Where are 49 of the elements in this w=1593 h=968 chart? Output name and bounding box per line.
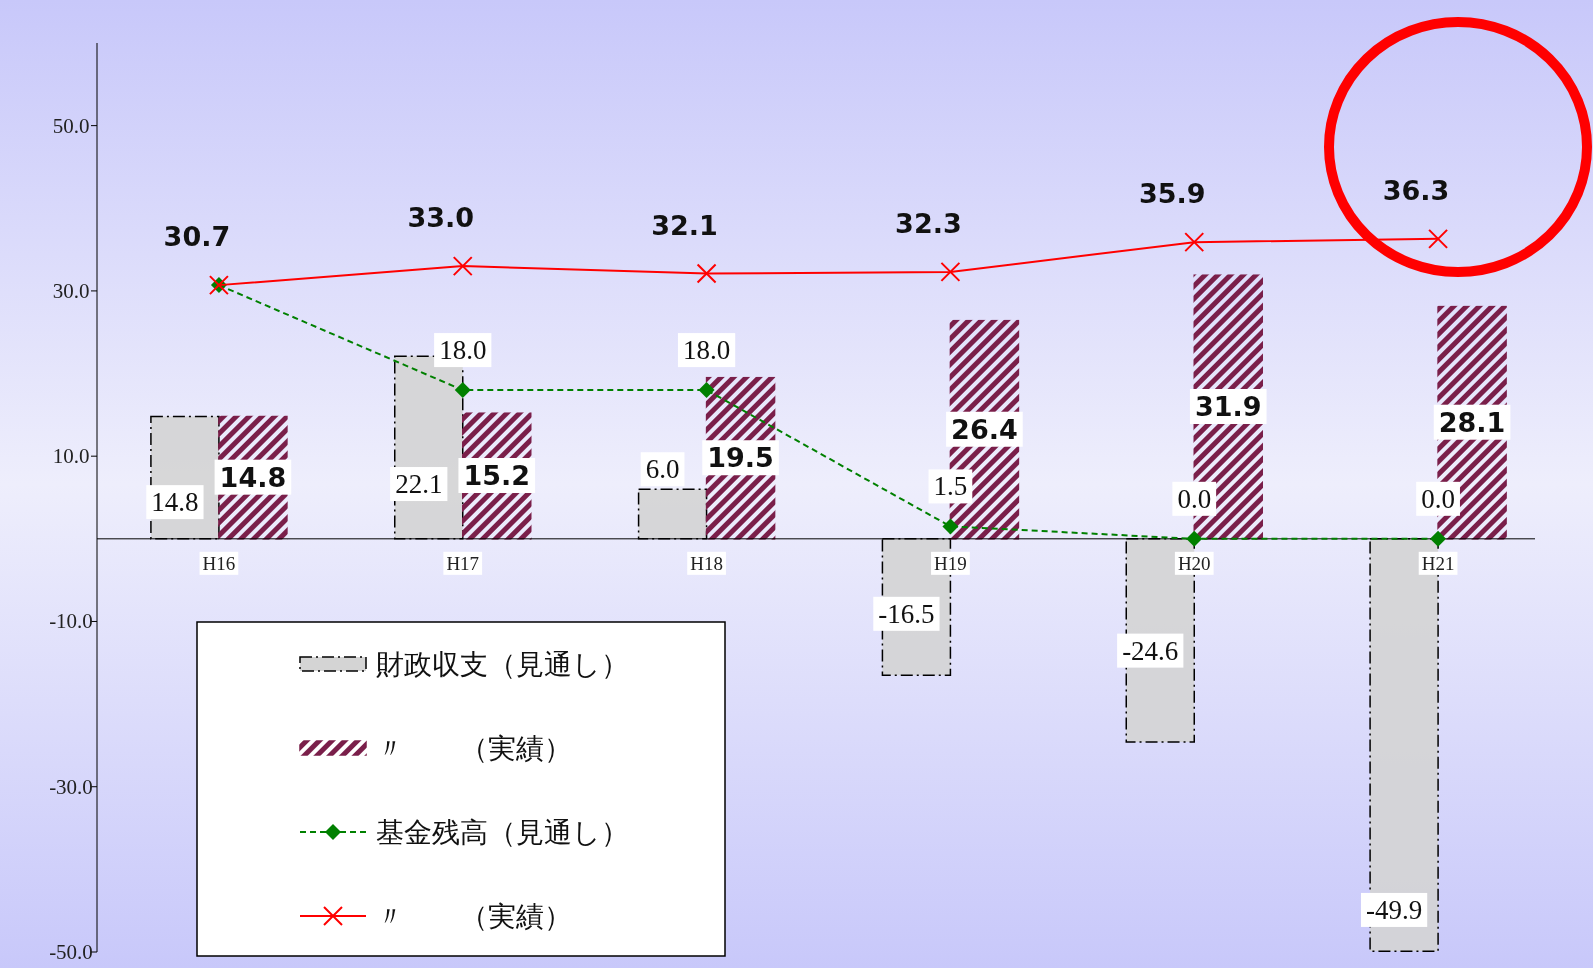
data-label: 36.3 [1382,174,1450,206]
data-label: 18.0 [439,335,487,366]
data-label: 28.1 [1438,406,1506,438]
legend-label: 〃 （実績） [376,900,572,933]
point [1184,232,1205,253]
x-tick-label: H21 [1421,552,1455,574]
x-tick-label: H20 [1177,552,1211,574]
point [452,256,473,277]
y-tick-label: -50.0 [49,940,93,964]
data-label: 26.4 [951,413,1018,445]
point [940,261,961,282]
y-tick-label: 10.0 [52,444,90,469]
legend-label: 〃 （実績） [376,732,572,765]
data-label: 15.2 [463,460,531,492]
data-label: 22.1 [395,469,443,500]
legend-label: 財政収支（見通し） [376,648,629,681]
data-label: 30.7 [163,221,231,253]
y-tick-label: -10.0 [49,609,93,634]
data-label: -16.5 [878,598,935,629]
y-tick-label: 30.0 [52,278,90,303]
data-label: 14.8 [219,461,287,493]
x-tick-label: H19 [934,552,967,574]
legend-label: 基金残高（見通し） [376,816,629,849]
x-tick-label: H17 [446,552,480,574]
data-label: 19.5 [707,442,774,474]
point [1430,530,1447,547]
y-tick-label: 50.0 [52,113,90,138]
data-label: -24.6 [1122,635,1179,666]
data-label: -49.9 [1365,894,1423,925]
data-label: 14.8 [151,487,199,518]
data-label: 18.0 [682,335,731,366]
point [696,263,717,284]
data-label: 31.9 [1194,391,1262,423]
point [1428,228,1449,249]
data-label: 32.3 [895,207,962,239]
point [454,382,471,399]
point [942,518,959,535]
data-label: 0.0 [1421,483,1455,514]
point [698,382,715,399]
y-tick-label: -30.0 [49,774,93,799]
data-label: 35.9 [1138,178,1206,210]
data-label: 0.0 [1177,483,1212,514]
data-label: 32.1 [651,209,718,241]
x-tick-label: H16 [202,552,236,574]
data-label: 6.0 [645,454,680,485]
data-label: 33.0 [407,202,475,234]
point [1186,530,1203,547]
x-tick-label: H18 [690,552,723,574]
data-label: 1.5 [933,471,968,502]
